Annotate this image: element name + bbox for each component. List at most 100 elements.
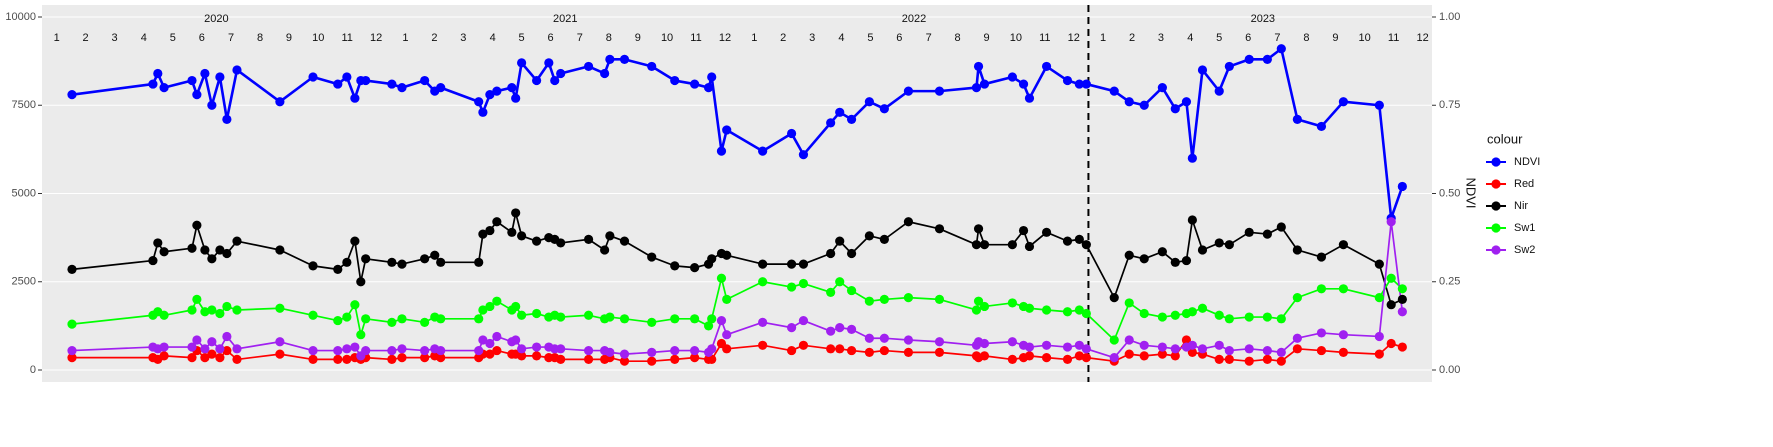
data-point xyxy=(556,344,566,354)
data-point xyxy=(826,248,836,259)
data-point xyxy=(879,345,889,356)
data-point xyxy=(798,150,809,160)
data-point xyxy=(350,300,360,310)
data-point xyxy=(798,278,809,289)
data-point xyxy=(1074,340,1084,350)
data-point xyxy=(707,254,717,264)
data-point xyxy=(1244,312,1254,322)
data-point xyxy=(1262,54,1272,64)
data-point xyxy=(387,317,397,327)
month-label: 11 xyxy=(1039,32,1050,44)
month-label: 7 xyxy=(228,32,234,44)
data-point xyxy=(1262,354,1272,365)
month-label: 6 xyxy=(547,32,553,44)
year-label: 2021 xyxy=(553,13,577,25)
data-point xyxy=(67,90,77,100)
month-label: 3 xyxy=(809,32,815,44)
data-point xyxy=(192,335,202,345)
data-point xyxy=(1397,181,1407,192)
data-point xyxy=(420,317,430,327)
data-point xyxy=(556,238,566,248)
data-point xyxy=(436,257,446,267)
data-point xyxy=(1214,354,1224,365)
data-point xyxy=(703,83,714,93)
legend-key-point xyxy=(1491,201,1501,211)
month-label: 6 xyxy=(199,32,205,44)
month-label: 2 xyxy=(83,32,89,44)
data-point xyxy=(207,100,217,110)
data-point xyxy=(556,312,566,322)
data-point xyxy=(159,310,169,320)
data-point xyxy=(690,353,700,363)
data-point xyxy=(903,347,914,357)
data-point xyxy=(1244,54,1254,64)
month-label: 1 xyxy=(751,32,757,44)
data-point xyxy=(397,83,407,93)
legend-key-point xyxy=(1491,223,1501,233)
data-point xyxy=(1124,298,1134,308)
data-point xyxy=(1386,217,1396,227)
month-label: 10 xyxy=(661,32,673,44)
data-point xyxy=(716,315,727,326)
data-point xyxy=(864,97,874,107)
data-point xyxy=(722,330,732,340)
data-point xyxy=(934,337,945,347)
legend-key-point xyxy=(1491,157,1501,167)
data-point xyxy=(835,344,845,354)
data-point xyxy=(1276,222,1286,232)
data-point xyxy=(1109,353,1119,363)
data-point xyxy=(826,118,836,128)
year-label: 2023 xyxy=(1251,13,1275,25)
data-point xyxy=(192,90,202,100)
data-point xyxy=(600,245,610,255)
data-point xyxy=(192,294,202,304)
data-point xyxy=(1374,349,1384,359)
data-point xyxy=(619,356,630,366)
data-point xyxy=(1214,310,1224,320)
data-point xyxy=(1316,284,1327,294)
data-point xyxy=(200,245,210,255)
data-point xyxy=(474,345,484,356)
data-point xyxy=(1244,356,1254,366)
data-point xyxy=(619,54,630,64)
data-point xyxy=(350,342,360,352)
data-point xyxy=(1139,100,1149,110)
data-point xyxy=(517,351,527,361)
data-point xyxy=(835,277,845,287)
data-point xyxy=(1224,345,1234,356)
data-point xyxy=(1187,340,1197,350)
data-point xyxy=(361,75,371,86)
y-tick-label: 0 xyxy=(30,364,36,376)
year-label: 2020 xyxy=(204,13,228,25)
data-point xyxy=(1074,305,1084,315)
data-point xyxy=(758,146,768,156)
month-label: 8 xyxy=(1303,32,1309,44)
data-point xyxy=(903,335,914,345)
data-point xyxy=(207,337,217,347)
month-label: 9 xyxy=(635,32,641,44)
data-point xyxy=(619,236,630,246)
data-point xyxy=(275,337,285,347)
data-point xyxy=(1007,240,1017,250)
data-point xyxy=(583,345,594,356)
data-point xyxy=(361,314,371,324)
data-point xyxy=(979,351,990,361)
month-label: 6 xyxy=(896,32,902,44)
data-point xyxy=(232,344,242,354)
data-point xyxy=(1181,255,1192,266)
data-point xyxy=(707,314,717,324)
data-point xyxy=(647,61,657,72)
data-point xyxy=(1338,240,1349,250)
data-point xyxy=(420,345,430,356)
data-point xyxy=(232,65,242,75)
month-label: 4 xyxy=(490,32,496,44)
month-label: 1 xyxy=(54,32,60,44)
month-label: 9 xyxy=(984,32,990,44)
data-point xyxy=(758,340,768,350)
month-label: 1 xyxy=(402,32,408,44)
data-point xyxy=(1244,344,1254,354)
month-label: 3 xyxy=(460,32,466,44)
data-point xyxy=(583,61,594,72)
data-point xyxy=(670,75,680,86)
data-point xyxy=(605,312,615,322)
